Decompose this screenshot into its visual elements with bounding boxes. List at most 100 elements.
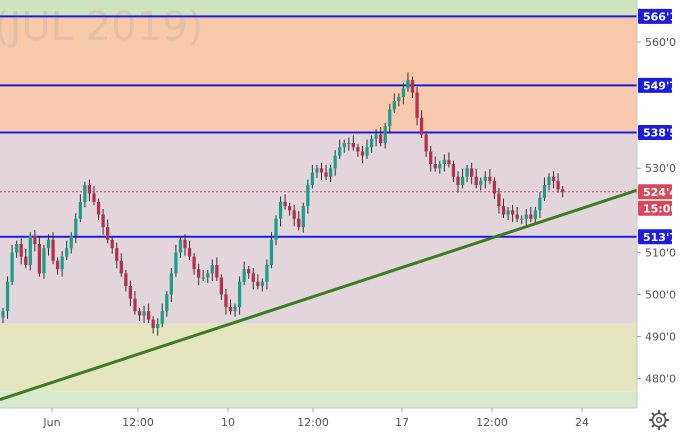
candle [310, 164, 315, 189]
candle [156, 318, 160, 336]
candle-body [520, 218, 524, 220]
time-axis-ticks: Jun 12:00 10 12:00 17 12:00 24 [42, 408, 589, 429]
candle-body [1, 311, 5, 318]
candle [69, 232, 73, 254]
candle-body [365, 147, 369, 156]
candle [247, 265, 251, 279]
candle-body [24, 256, 28, 265]
candle [106, 219, 110, 244]
candle-body [470, 168, 474, 177]
candle [324, 164, 328, 181]
candle-body [292, 210, 296, 219]
x-tick-label: Jun [42, 416, 60, 429]
candle-body [429, 151, 433, 165]
candle-body [442, 159, 446, 165]
candle-body [388, 109, 392, 127]
candle [356, 143, 360, 157]
candle-body [347, 143, 351, 145]
candle [15, 240, 19, 258]
candle [165, 291, 169, 317]
candle [197, 263, 201, 286]
level-price-tags: 566'1 549'7 538'5 513'7 [638, 8, 677, 245]
level-tag: 513'7 [638, 229, 677, 245]
y-tick-label: 480'0 [645, 373, 676, 386]
candle-body [465, 168, 469, 177]
candle [142, 305, 146, 324]
candle-body [415, 92, 419, 118]
candle-body [397, 96, 401, 101]
candle [60, 251, 64, 277]
level-tag-box [638, 77, 672, 93]
candle [542, 177, 547, 202]
candle-body [379, 134, 383, 144]
x-tick-label: 12:00 [297, 416, 329, 429]
x-tick-label: 24 [575, 416, 589, 429]
candle [51, 232, 55, 265]
zone-band-0 [0, 16, 637, 86]
candle [206, 270, 210, 284]
candle-body [101, 214, 105, 228]
candle [561, 185, 565, 198]
candle-body [278, 201, 283, 219]
candle-body [96, 201, 101, 215]
candle [388, 103, 392, 134]
candle-body [142, 311, 146, 316]
candle-body [483, 176, 487, 181]
zone-layer [0, 0, 637, 408]
candle-body [533, 210, 537, 219]
candle-body [87, 185, 92, 194]
candle [533, 206, 537, 225]
candle [224, 288, 228, 315]
candle-body [251, 273, 255, 282]
candle [201, 270, 205, 281]
candle-body [55, 260, 60, 270]
candle-body [342, 143, 346, 148]
candle-body [419, 117, 424, 135]
level-tag-box [638, 124, 672, 140]
y-tick-label: 490'0 [645, 330, 676, 343]
candle [92, 185, 96, 206]
candle [510, 204, 515, 223]
countdown-tag: 15:00 [638, 200, 678, 216]
candle [488, 169, 492, 185]
candle-body [260, 281, 264, 287]
candle-body [288, 206, 292, 211]
candle [351, 135, 355, 151]
candle-body [237, 281, 242, 308]
candle-body [369, 138, 374, 148]
price-axis-ticks: 560'0 530'0 510'0 500'0 490'0 480'0 [637, 36, 676, 386]
candle-body [538, 197, 542, 211]
candle-body [488, 176, 492, 181]
candle [538, 192, 542, 218]
candle [133, 291, 137, 315]
candle [228, 299, 233, 315]
candle-body [65, 248, 69, 257]
candle [151, 316, 155, 334]
candle [297, 211, 301, 231]
candle-body [524, 214, 528, 219]
candle-body [15, 243, 19, 253]
candle [274, 215, 278, 246]
candle [78, 194, 82, 223]
candle [392, 93, 396, 113]
candle [410, 76, 415, 99]
candle-body [515, 214, 519, 219]
level-tag-box [638, 8, 672, 24]
candle-body [10, 252, 14, 282]
candle [110, 236, 114, 254]
trend-line[interactable] [0, 187, 641, 402]
level-tag-label: 513'7 [643, 231, 677, 244]
candle-body [561, 189, 565, 192]
candle-body [51, 239, 55, 261]
candle [119, 253, 123, 277]
candle-body [333, 155, 337, 169]
candle-body [319, 168, 324, 173]
settings-gear-icon[interactable] [648, 409, 670, 431]
candle-body [119, 260, 123, 274]
candle-body [401, 88, 406, 97]
candle [292, 204, 296, 227]
candle-body [42, 248, 46, 274]
candle-body [360, 151, 365, 156]
candle-body [424, 134, 428, 152]
